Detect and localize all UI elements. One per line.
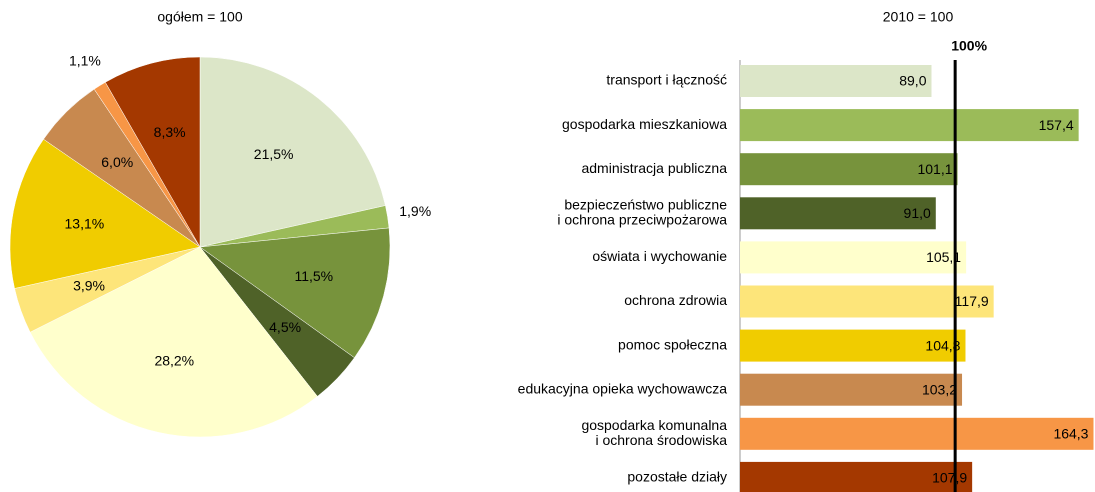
bar [740, 285, 994, 318]
pie-slice [29, 246, 318, 438]
category-label: gospodarka mieszkaniowa [562, 116, 727, 132]
pie-slice [199, 56, 386, 248]
slice-label: 6,0% [101, 154, 133, 170]
value-label: 157,4 [1039, 117, 1074, 133]
category-label: oświata i wychowanie [592, 248, 727, 264]
value-label: 117,9 [955, 293, 989, 309]
slice-label: 1,1% [69, 53, 101, 69]
bar [740, 65, 932, 97]
category-label: gospodarka komunalna [581, 417, 727, 433]
slice-label: 1,9% [399, 203, 431, 219]
value-label: 103,2 [922, 381, 957, 397]
value-label: 164,3 [1053, 426, 1088, 442]
slice-label: 21,5% [254, 146, 294, 162]
slice-label: 4,5% [269, 319, 301, 335]
category-label: i ochrona środowiska [595, 432, 727, 448]
pie-slice [199, 227, 391, 359]
bar [740, 329, 966, 362]
pie-slice [9, 138, 201, 289]
bar-title: 2010 = 100 [883, 9, 954, 25]
slice-label: 13,1% [65, 215, 105, 231]
category-label: ochrona zdrowia [624, 292, 727, 308]
category-label: pomoc społeczna [618, 336, 727, 352]
category-label: transport i łączność [606, 72, 727, 88]
slice-label: 11,5% [294, 268, 333, 284]
bar [740, 197, 936, 230]
category-label: bezpieczeństwo publiczne [564, 197, 727, 213]
bar [740, 461, 973, 492]
category-label: pozostałe działy [627, 469, 727, 485]
value-label: 105,1 [926, 249, 961, 265]
reference-label: 100% [951, 38, 987, 54]
value-label: 107,9 [932, 470, 967, 486]
pie-title: ogółem = 100 [157, 9, 242, 25]
pie-slice [105, 56, 201, 248]
category-label: i ochrona przeciwpożarowa [557, 212, 727, 228]
value-label: 91,0 [904, 205, 931, 221]
value-label: 101,1 [917, 161, 952, 177]
category-label: administracja publiczna [581, 160, 727, 176]
bar [740, 109, 1079, 142]
value-label: 89,0 [899, 73, 926, 89]
slice-label: 3,9% [73, 277, 105, 293]
bar [740, 241, 967, 274]
bar [740, 417, 1094, 450]
slice-label: 8,3% [154, 124, 186, 140]
slice-label: 28,2% [154, 353, 194, 369]
bar [740, 153, 958, 186]
category-label: edukacyjna opieka wychowawcza [518, 380, 728, 396]
value-label: 104,8 [925, 337, 960, 353]
bar [740, 373, 963, 406]
